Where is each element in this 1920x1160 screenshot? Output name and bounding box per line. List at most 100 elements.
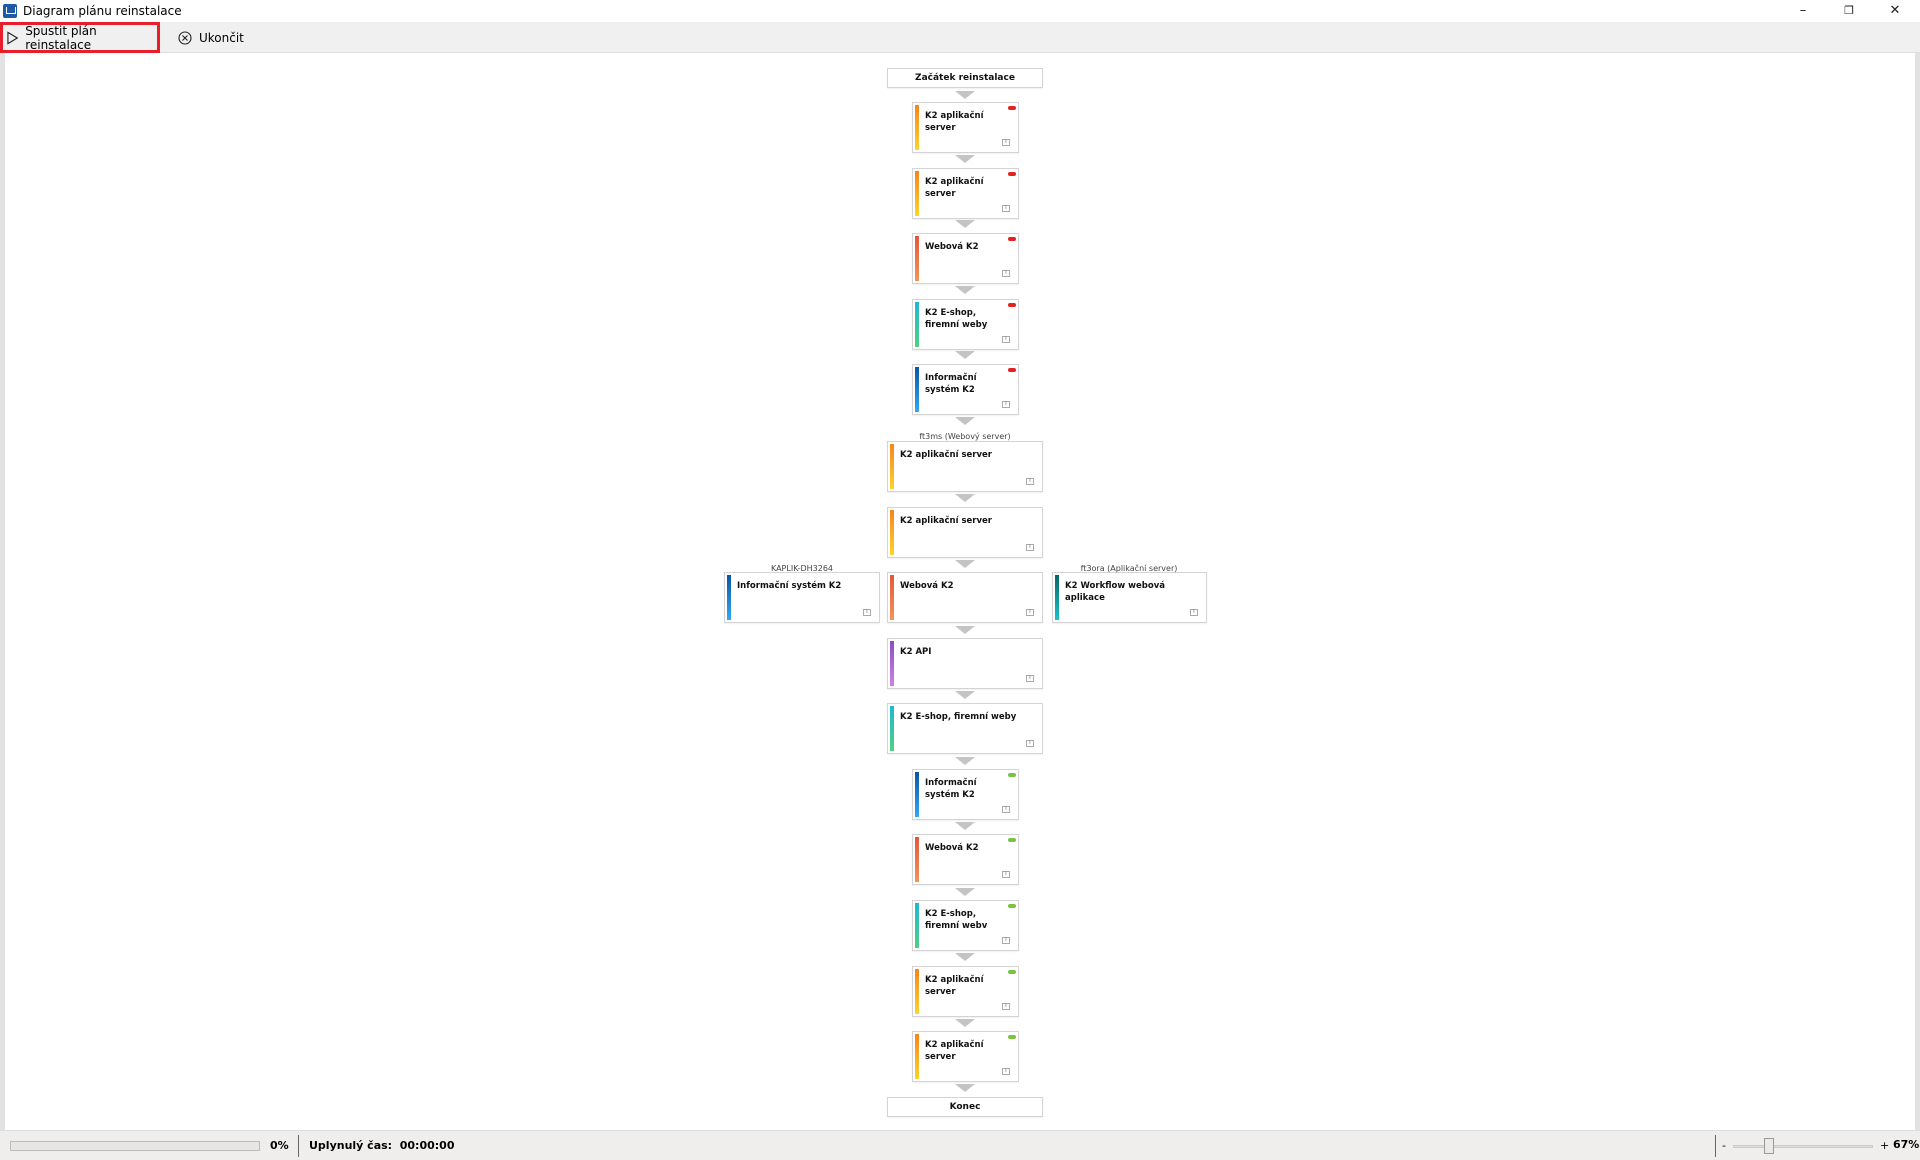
node-title: Informační systém K2 <box>737 581 842 591</box>
status-toggle-icon[interactable] <box>1008 970 1016 974</box>
connector-arrow <box>955 691 975 699</box>
info-icon[interactable]: i <box>1190 609 1198 616</box>
elapsed-time: Uplynulý čas: 00:00:00 <box>309 1139 454 1152</box>
node-color-bar <box>890 575 894 620</box>
plan-node[interactable]: K2 aplikační server i <box>887 507 1043 558</box>
plan-node[interactable]: K2 aplikační server i <box>887 441 1043 492</box>
info-icon[interactable]: i <box>1002 336 1010 343</box>
connector-arrow <box>955 757 975 765</box>
node-title: Webová K2 <box>925 242 979 252</box>
close-button[interactable]: ✕ <box>1889 3 1901 18</box>
separator <box>298 1135 299 1157</box>
node-color-bar <box>890 706 894 751</box>
status-toggle-icon[interactable] <box>1008 773 1016 777</box>
start-node[interactable]: Začátek reinstalace <box>887 68 1043 88</box>
zoom-out-button[interactable]: - <box>1722 1139 1726 1152</box>
connector-arrow <box>955 888 975 896</box>
node-color-bar <box>915 236 919 281</box>
title-bar: Diagram plánu reinstalace – ❐ ✕ <box>0 0 1920 22</box>
status-toggle-icon[interactable] <box>1008 838 1016 842</box>
connector-arrow <box>955 91 975 99</box>
node-title: K2 E-shop, firemní weby <box>925 308 988 330</box>
node-color-bar <box>915 105 919 150</box>
toolbar: Spustit plán reinstalace Ukončit <box>0 22 1920 53</box>
info-icon[interactable]: i <box>1026 478 1034 485</box>
zoom-slider[interactable] <box>1733 1145 1873 1148</box>
node-color-bar <box>1055 575 1059 620</box>
node-title: K2 aplikační server <box>925 1040 984 1062</box>
node-color-bar <box>727 575 731 620</box>
node-title: K2 E-shop, firemní webv <box>925 909 988 931</box>
connector-arrow <box>955 155 975 163</box>
plan-node[interactable]: K2 aplikační server i <box>912 1031 1019 1082</box>
info-icon[interactable]: i <box>863 609 871 616</box>
info-icon[interactable]: i <box>1026 544 1034 551</box>
info-icon[interactable]: i <box>1002 1003 1010 1010</box>
plan-node[interactable]: K2 Workflow webová aplikace i <box>1052 572 1207 623</box>
node-title: K2 aplikační server <box>900 450 992 460</box>
connector-arrow <box>955 560 975 568</box>
plan-node[interactable]: Informační systém K2 i <box>912 769 1019 820</box>
node-color-bar <box>915 903 919 948</box>
diagram-canvas[interactable]: Začátek reinstalace K2 aplikační server i K… <box>0 53 1920 1130</box>
info-icon[interactable]: i <box>1026 675 1034 682</box>
node-title: Informační systém K2 <box>925 778 977 800</box>
end-node[interactable]: Konec <box>887 1097 1043 1117</box>
plan-node[interactable]: K2 aplikační server i <box>912 966 1019 1017</box>
info-icon[interactable]: i <box>1002 937 1010 944</box>
node-title: K2 aplikační server <box>925 975 984 997</box>
info-icon[interactable]: i <box>1026 740 1034 747</box>
connector-arrow <box>955 822 975 830</box>
info-icon[interactable]: i <box>1002 270 1010 277</box>
node-title: K2 Workflow webová aplikace <box>1065 581 1165 603</box>
info-icon[interactable]: i <box>1002 871 1010 878</box>
exit-button[interactable]: Ukončit <box>178 22 244 53</box>
progress-percent: 0% <box>270 1139 289 1152</box>
info-icon[interactable]: i <box>1002 139 1010 146</box>
node-title: K2 E-shop, firemní weby <box>900 712 1017 722</box>
info-icon[interactable]: i <box>1026 609 1034 616</box>
node-color-bar <box>915 772 919 817</box>
info-icon[interactable]: i <box>1002 401 1010 408</box>
minimize-button[interactable]: – <box>1799 3 1807 18</box>
node-color-bar <box>915 171 919 216</box>
status-toggle-icon[interactable] <box>1008 237 1016 241</box>
zoom-slider-thumb[interactable] <box>1764 1138 1774 1154</box>
close-circle-icon <box>178 30 192 45</box>
node-color-bar <box>915 837 919 882</box>
plan-node[interactable]: K2 E-shop, firemní webv i <box>912 900 1019 951</box>
info-icon[interactable]: i <box>1002 205 1010 212</box>
status-toggle-icon[interactable] <box>1008 172 1016 176</box>
status-toggle-icon[interactable] <box>1008 904 1016 908</box>
info-icon[interactable]: i <box>1002 1068 1010 1075</box>
status-toggle-icon[interactable] <box>1008 1035 1016 1039</box>
plan-node[interactable]: Webová K2 i <box>912 233 1019 284</box>
plan-node[interactable]: K2 E-shop, firemní weby i <box>912 299 1019 350</box>
node-color-bar <box>915 1034 919 1079</box>
node-color-bar <box>890 444 894 489</box>
status-toggle-icon[interactable] <box>1008 368 1016 372</box>
group-label: ft3ms (Webový server) <box>919 432 1011 441</box>
plan-node[interactable]: K2 E-shop, firemní weby i <box>887 703 1043 754</box>
connector-arrow <box>955 626 975 634</box>
play-icon <box>7 30 19 45</box>
connector-arrow <box>955 494 975 502</box>
run-plan-button[interactable]: Spustit plán reinstalace <box>0 22 160 53</box>
restore-button[interactable]: ❐ <box>1844 4 1854 17</box>
plan-node[interactable]: K2 API i <box>887 638 1043 689</box>
app-icon <box>3 4 17 18</box>
plan-node[interactable]: Webová K2 i <box>912 834 1019 885</box>
node-title: Informační systém K2 <box>925 373 977 395</box>
plan-node[interactable]: Informační systém K2 i <box>724 572 880 623</box>
connector-arrow <box>955 286 975 294</box>
plan-node[interactable]: K2 aplikační server i <box>912 102 1019 153</box>
plan-node[interactable]: Informační systém K2 i <box>912 364 1019 415</box>
info-icon[interactable]: i <box>1002 806 1010 813</box>
status-toggle-icon[interactable] <box>1008 106 1016 110</box>
status-toggle-icon[interactable] <box>1008 303 1016 307</box>
plan-node[interactable]: K2 aplikační server i <box>912 168 1019 219</box>
node-color-bar <box>915 302 919 347</box>
plan-node[interactable]: Webová K2 i <box>887 572 1043 623</box>
zoom-in-button[interactable]: + <box>1880 1139 1890 1152</box>
connector-arrow <box>955 1084 975 1092</box>
